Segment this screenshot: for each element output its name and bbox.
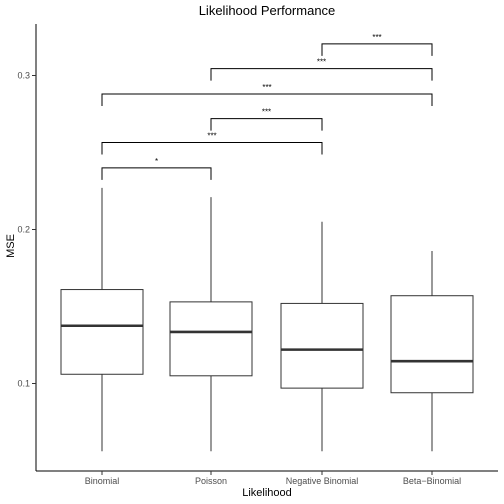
plot-marks: 0.1 0.2 0.3 Binomial Poisson Negative Binomia…: [17, 33, 474, 486]
significance-bracket: [210, 118, 323, 131]
x-axis-title: Likelihood: [242, 487, 292, 499]
y-tick-label: 0.3: [17, 71, 30, 81]
significance-bracket: [321, 43, 433, 56]
significance-label: ***: [262, 108, 271, 117]
significance-bracket: [101, 141, 323, 155]
x-tick-label: Poisson: [195, 476, 227, 486]
significance-bracket: [101, 93, 433, 106]
y-axis-title: MSE: [5, 234, 17, 258]
significance-label: ***: [372, 33, 381, 42]
significance-label: ***: [317, 58, 326, 67]
x-tick-label: Binomial: [85, 476, 120, 486]
box-iqr: [390, 295, 474, 394]
box-iqr: [280, 302, 364, 389]
significance-bracket: [210, 68, 433, 81]
significance-label: ***: [207, 131, 216, 140]
x-tick-label: Negative Binomial: [286, 476, 359, 486]
y-tick-label: 0.2: [17, 225, 30, 235]
x-tick-label: Beta−Binomial: [403, 476, 461, 486]
significance-bracket: [101, 167, 212, 180]
significance-label: ***: [262, 83, 271, 92]
box-iqr: [169, 301, 253, 377]
significance-label: *: [155, 157, 158, 166]
chart-title: Likelihood Performance: [199, 3, 336, 18]
y-tick-label: 0.1: [17, 379, 30, 389]
box-iqr: [60, 289, 144, 375]
